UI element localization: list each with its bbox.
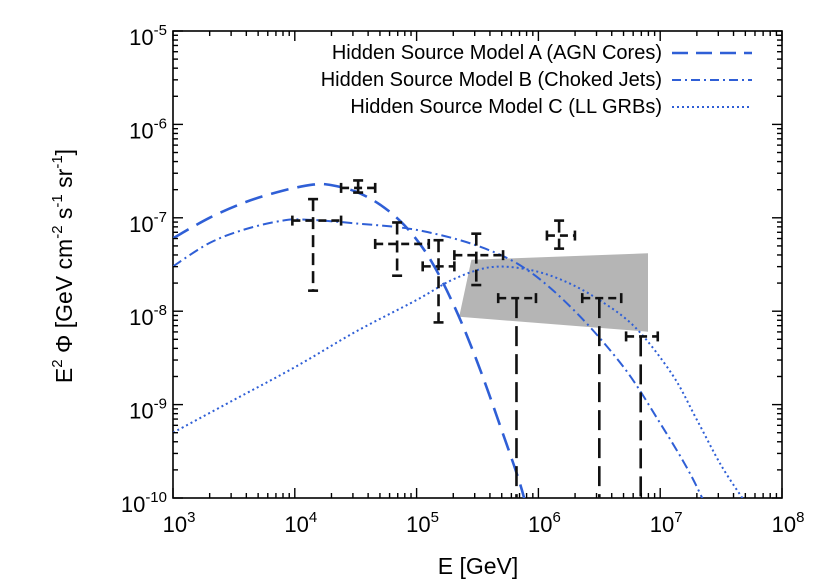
x-tick-label: 104 [284,509,317,537]
data-point [453,232,505,287]
y-tick-label: 10-6 [129,115,167,143]
legend: Hidden Source Model A (AGN Cores) Hidden… [321,42,752,118]
data-point [339,179,377,194]
x-tick-label: 106 [528,509,561,537]
model-c-curve [173,265,744,498]
y-axis-title: E2 Φ [GeV cm-2 s-1 sr-1] [49,149,77,383]
shaded-band-layer [459,253,648,332]
x-tick-label: 108 [772,509,805,537]
y-tick-label: 10-9 [129,396,167,424]
x-tick-label: 107 [650,509,683,537]
ticks-layer [172,30,783,499]
legend-label-model-b: Hidden Source Model B (Choked Jets) [321,69,662,91]
data-points-layer [291,179,660,498]
y-tick-label: 10-10 [121,489,167,517]
legend-label-model-c: Hidden Source Model C (LL GRBs) [350,96,662,118]
legend-label-model-a: Hidden Source Model A (AGN Cores) [332,42,662,64]
plot-frame [172,30,783,499]
y-tick-label: 10-8 [129,302,167,330]
x-axis-title: E [GeV] [438,553,519,579]
model-b-curve [173,218,704,498]
y-tick-label: 10-7 [129,209,167,237]
data-point [421,238,456,324]
x-tick-label: 105 [406,509,439,537]
x-tick-labels: 103 104 105 106 107 108 [163,509,805,537]
shaded-band [459,253,648,332]
y-tick-labels: 10-10 10-9 10-8 10-7 10-6 10-5 [121,22,167,517]
upper-limit-point [580,293,623,498]
x-tick-label: 103 [163,509,196,537]
upper-limit-point [496,293,538,498]
series-layer [173,182,744,498]
upper-limit-point [624,331,660,498]
data-point [373,221,431,278]
y-tick-label: 10-5 [129,22,167,50]
model-a-curve [173,182,526,498]
data-point [545,219,577,250]
data-point [291,197,343,292]
